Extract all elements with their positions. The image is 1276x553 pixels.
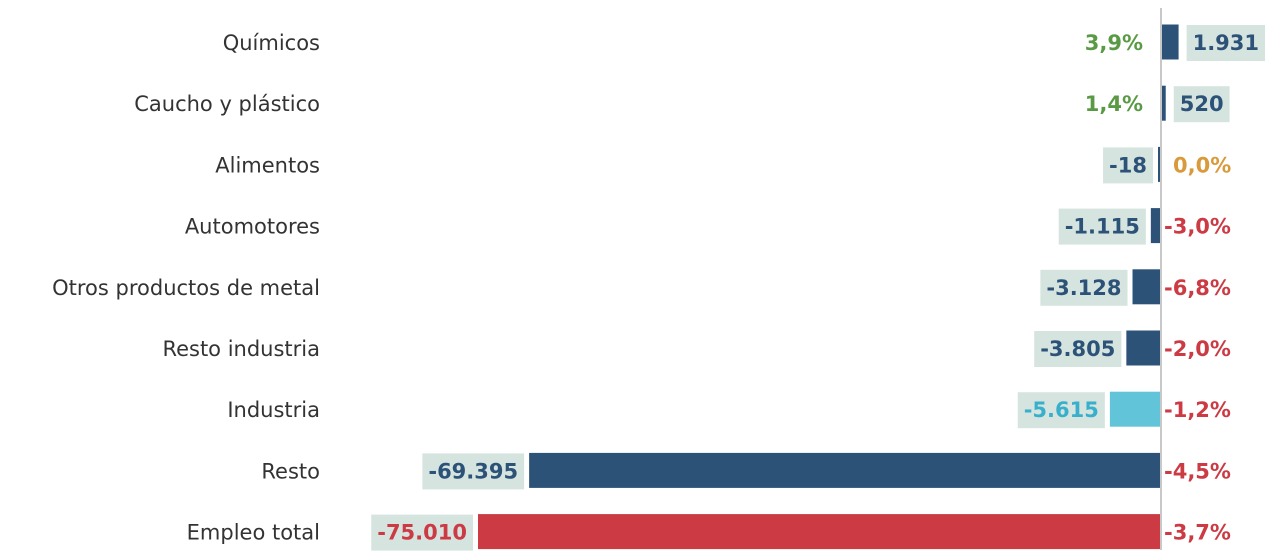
percent-change-label: -2,0% [1164,337,1231,361]
percent-change-label: 0,0% [1173,153,1231,177]
bar [478,514,1161,550]
bar [1161,24,1179,60]
value-label: -75.010 [377,521,467,545]
percent-change-label: 1,4% [1085,92,1143,116]
bars-layer [478,24,1179,550]
value-label: -3.805 [1040,337,1115,361]
value-label-background [1040,269,1128,306]
value-label-background [422,453,525,490]
value-label: 1.931 [1193,31,1259,55]
value-label-background [1034,331,1122,367]
value-label-background [1173,86,1230,123]
category-label: Caucho y plástico [134,92,320,116]
category-label: Automotores [185,215,320,239]
percent-change-label: -6,8% [1164,276,1231,300]
value-label: -1.115 [1065,215,1140,239]
value-label: 520 [1180,92,1224,116]
category-label: Alimentos [215,153,320,177]
percent-change-label: -1,2% [1164,398,1231,422]
labels-layer: Químicos 1.931 3,9% Caucho y plástico 520 1,4… [52,25,1266,551]
category-label: Químicos [223,31,320,55]
percent-change-label: -3,0% [1164,215,1231,239]
percent-change-label: -4,5% [1164,459,1231,483]
bar [1126,330,1161,366]
bar [1132,269,1161,305]
category-label: Empleo total [187,521,320,545]
value-label: -69.395 [428,459,518,483]
bar [1109,391,1161,427]
value-label: -3.128 [1046,276,1121,300]
value-label: -18 [1109,153,1147,177]
category-label: Otros productos de metal [52,276,320,300]
value-label-background [1017,392,1105,429]
percent-change-label: -3,7% [1164,521,1231,545]
percent-change-label: 3,9% [1085,31,1143,55]
bar [1161,85,1166,121]
value-label-background [1058,208,1146,245]
bar [1158,146,1161,182]
category-label: Resto industria [162,337,320,361]
category-label: Resto [261,459,320,483]
bar [1150,208,1161,244]
value-label-background [1103,147,1153,184]
value-label-background [371,514,473,551]
category-label: Industria [227,398,320,422]
bar [529,452,1161,488]
value-label-background [1186,25,1266,61]
value-label: -5.615 [1024,398,1099,422]
